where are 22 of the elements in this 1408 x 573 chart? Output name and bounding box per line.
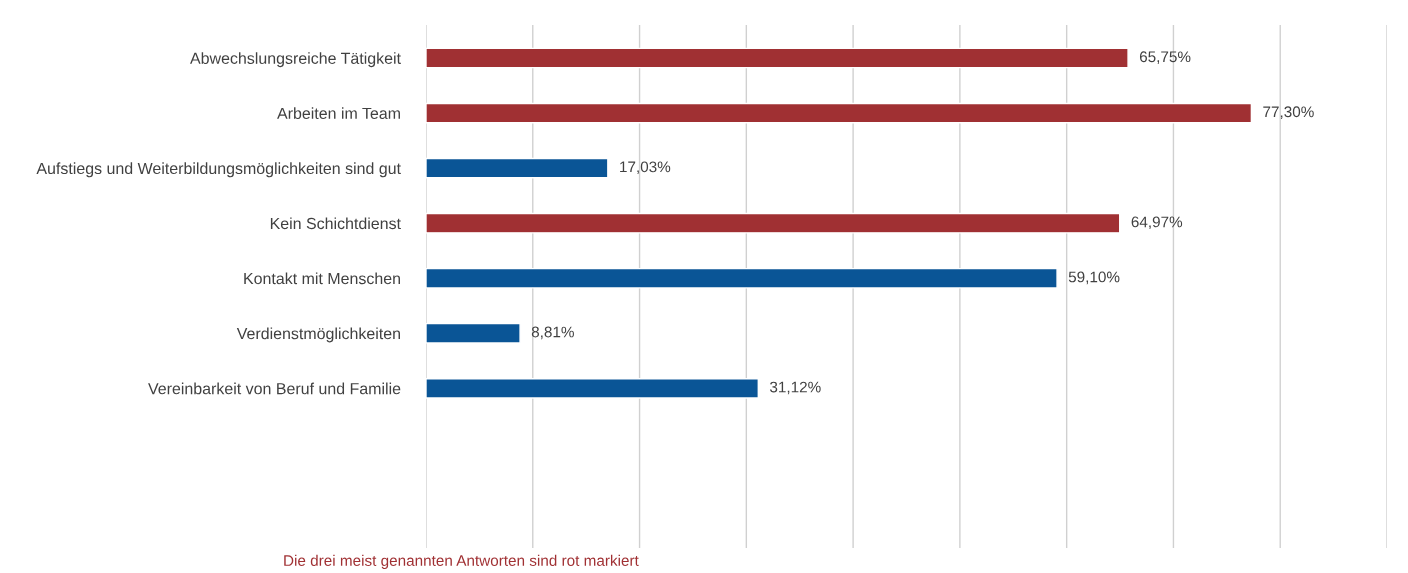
data-label: 31,12%	[769, 381, 821, 395]
data-label: 59,10%	[1068, 271, 1120, 285]
bar	[426, 157, 609, 179]
bar	[426, 322, 521, 344]
bar	[426, 378, 759, 399]
y-tick-label: Verdienstmöglichkeiten	[236, 327, 400, 343]
y-tick-label: Kontakt mit Menschen	[244, 272, 400, 285]
y-tick-label: Abwechslungsreiche Tätigkeit	[190, 52, 401, 68]
y-tick-label: Arbeiten im Team	[277, 107, 400, 120]
data-label: 64,97%	[1131, 216, 1183, 230]
bar	[426, 102, 1253, 124]
data-label: 17,03%	[620, 161, 671, 175]
data-label: 65,75%	[1139, 51, 1191, 64]
bar	[426, 47, 1129, 69]
y-tick-label: Kein Schichtdienst	[270, 217, 401, 230]
y-tick-label: Vereinbarkeit von Beruf und Familie	[148, 382, 401, 395]
text: Die drei meist genannten Antworten sind rot markiert	[284, 554, 639, 569]
data-label: 77,30%	[1263, 106, 1314, 119]
bar	[426, 212, 1121, 234]
bar	[426, 267, 1058, 289]
y-tick-label: Aufstiegs und Weiterbildungsmöglichkeiten sind gut	[36, 162, 401, 178]
data-label: 8,81%	[531, 326, 574, 340]
